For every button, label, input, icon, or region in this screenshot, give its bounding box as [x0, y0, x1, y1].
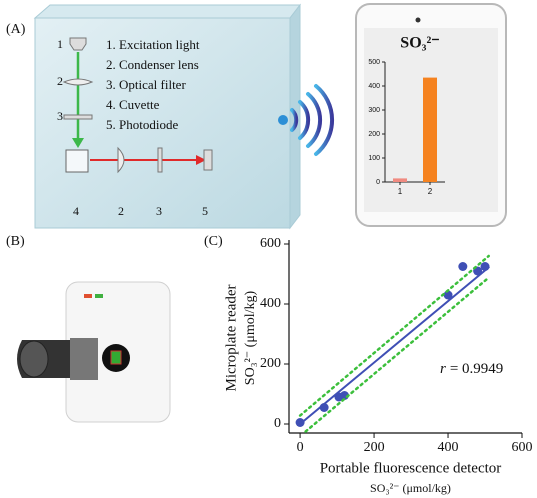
- y-tick-label: 400: [368, 83, 380, 90]
- bar: [393, 178, 407, 182]
- y-tick-label: 400: [260, 296, 281, 311]
- y-tick-label: 0: [274, 416, 281, 431]
- x-tick-label: 1: [398, 187, 403, 196]
- component-number: 3: [156, 204, 162, 218]
- filter: [158, 148, 162, 172]
- holder-cap: [20, 341, 48, 377]
- sample: [111, 351, 121, 364]
- point: [458, 262, 467, 271]
- x-tick-label: 2: [428, 187, 433, 196]
- camera: [416, 18, 421, 23]
- filter: [64, 115, 92, 119]
- panel-label: (C): [204, 234, 223, 249]
- bar: [423, 78, 437, 182]
- panel-label: (A): [6, 22, 26, 37]
- component-number: 1: [57, 37, 63, 51]
- component-number: 2: [118, 204, 124, 218]
- bluetooth-icon: [278, 115, 288, 125]
- wave: [300, 102, 308, 138]
- cuvette: [66, 150, 88, 172]
- y-tick-label: 600: [260, 236, 281, 251]
- legend-item: 5. Photodiode: [106, 117, 178, 132]
- confidence-band: [300, 256, 489, 416]
- legend-item: 3. Optical filter: [106, 77, 186, 92]
- holder-clip: [70, 338, 98, 380]
- component-number: 3: [57, 109, 63, 123]
- cube-top: [35, 5, 300, 18]
- y-tick-label: 300: [368, 107, 380, 114]
- y-tick-label: 100: [368, 155, 380, 162]
- x-axis-label: SO₃²⁻ (μmol/kg): [370, 481, 451, 495]
- annotation-symbol: r: [440, 361, 446, 377]
- panel-label: (B): [6, 234, 25, 249]
- annotation: r= 0.9949: [440, 361, 503, 377]
- legend-item: 4. Cuvette: [106, 97, 160, 112]
- confidence-band: [306, 278, 489, 432]
- x-axis-label: Portable fluorescence detector: [320, 460, 502, 476]
- fit-line: [300, 267, 489, 424]
- component-number: 4: [73, 204, 79, 218]
- x-tick-label: 400: [438, 440, 459, 455]
- indicator: [84, 294, 92, 298]
- y-tick-label: 200: [368, 131, 380, 138]
- x-tick-label: 600: [512, 440, 533, 455]
- y-tick-label: 500: [368, 59, 380, 66]
- y-axis-label: Microplate reader: [223, 284, 239, 391]
- chart-title: SO₃²⁻: [400, 35, 439, 52]
- x-tick-label: 200: [364, 440, 385, 455]
- legend-item: 1. Excitation light: [106, 37, 200, 52]
- legend-item: 2. Condenser lens: [106, 57, 199, 72]
- component-number: 2: [57, 74, 63, 88]
- indicator: [95, 294, 103, 298]
- y-tick-label: 0: [376, 179, 380, 186]
- photodiode: [204, 150, 212, 170]
- component-number: 5: [202, 204, 208, 218]
- figure: (A) 1 2 3 4 2 3 5 1. Excitation light 2.…: [0, 0, 537, 498]
- annotation-text: = 0.9949: [450, 361, 503, 377]
- y-tick-label: 200: [260, 356, 281, 371]
- y-axis-label: SO₃²⁻ (μmol/kg): [243, 290, 258, 385]
- x-tick-label: 0: [297, 440, 304, 455]
- lamp: [70, 38, 86, 50]
